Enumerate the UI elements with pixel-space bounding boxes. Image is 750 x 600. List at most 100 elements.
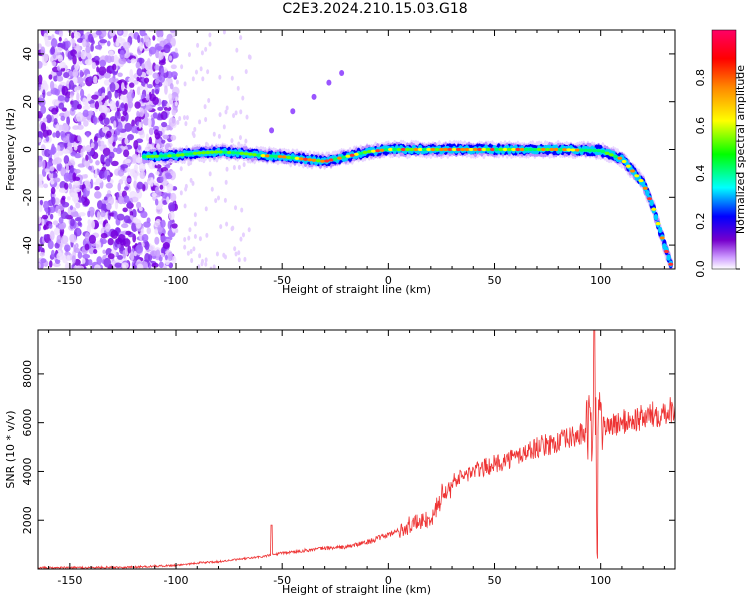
noise-blob [122, 238, 131, 247]
ridge-core [591, 148, 597, 153]
noise-blob [90, 142, 95, 149]
noise-blob [232, 113, 236, 119]
ridge-core [502, 147, 508, 152]
noise-blob [197, 264, 201, 269]
noise-blob [93, 181, 100, 186]
ridge-core [498, 147, 504, 152]
noise-blob [152, 35, 156, 41]
ridge-core [230, 151, 236, 155]
noise-blob [117, 255, 124, 260]
noise-blob [113, 120, 117, 129]
y-tick-label: 8000 [21, 360, 34, 388]
noise-blob [51, 61, 57, 67]
noise-blob [64, 244, 71, 252]
noise-blob [127, 245, 132, 254]
noise-blob [122, 207, 128, 213]
noise-blob [46, 129, 52, 136]
noise-blob [105, 182, 113, 189]
noise-blob [163, 106, 172, 112]
noise-blob [98, 170, 106, 179]
ridge-halo [645, 189, 650, 197]
noise-blob [134, 101, 141, 109]
noise-blob [103, 117, 110, 126]
noise-blob [208, 32, 212, 38]
noise-blob [110, 229, 119, 239]
noise-blob [52, 99, 59, 106]
x-axis-label: Height of straight line (km) [282, 283, 431, 296]
noise-blob [137, 34, 141, 44]
ridge-core [464, 147, 470, 152]
noise-blob [63, 155, 70, 165]
noise-blob [241, 95, 245, 101]
noise-blob [83, 160, 90, 167]
noise-blob [90, 219, 96, 230]
noise-blob [183, 237, 187, 243]
noise-blob [69, 233, 77, 243]
noise-blob [225, 105, 229, 111]
noise-blob [80, 50, 87, 60]
noise-blob [183, 81, 187, 87]
branch-blob [290, 108, 296, 115]
noise-blob [106, 130, 112, 138]
noise-blob [128, 77, 135, 82]
noise-blob [206, 69, 210, 75]
noise-blob [38, 262, 41, 269]
noise-blob [50, 249, 55, 258]
ridge-core [630, 169, 636, 173]
noise-blob [91, 39, 95, 45]
noise-blob [204, 206, 208, 212]
noise-blob [124, 122, 132, 132]
noise-blob [40, 82, 49, 92]
noise-blob [183, 244, 187, 250]
ridge-core [273, 154, 279, 158]
noise-blob [138, 206, 143, 212]
noise-blob [131, 208, 137, 219]
noise-blob [145, 104, 153, 111]
noise-blob [158, 51, 164, 60]
noise-blob [115, 100, 119, 108]
noise-blob [103, 196, 108, 201]
noise-blob [107, 238, 114, 246]
noise-blob [142, 117, 150, 126]
noise-blob [53, 74, 58, 82]
ridge-core [477, 147, 483, 152]
ridge-core [574, 148, 580, 152]
noise-blob [154, 64, 160, 71]
noise-blob [94, 101, 100, 110]
ridge-core [145, 154, 151, 159]
noise-blob [234, 251, 238, 257]
noise-blob [126, 167, 131, 173]
noise-blob [49, 230, 55, 241]
noise-blob [240, 207, 244, 213]
noise-blob [68, 80, 75, 90]
noise-blob [82, 258, 86, 264]
noise-blob [165, 174, 173, 180]
noise-blob [94, 185, 100, 191]
ridge-core [540, 147, 546, 152]
noise-blob [150, 250, 158, 257]
colorbar-tick-label: 0.8 [694, 69, 707, 87]
noise-blob [50, 186, 56, 195]
noise-blob [51, 107, 59, 115]
noise-blob [67, 196, 71, 201]
noise-blob [143, 221, 151, 228]
noise-blob [161, 121, 168, 128]
ridge-core [196, 151, 202, 155]
noise-blob [196, 42, 200, 48]
noise-blob [168, 251, 173, 260]
noise-blob [71, 39, 76, 48]
noise-blob [146, 227, 151, 235]
branch-blob [311, 93, 317, 100]
noise-blob [38, 243, 41, 252]
noise-blob [49, 213, 54, 220]
noise-blob [185, 115, 189, 121]
noise-blob [109, 30, 116, 37]
ridge-core [651, 207, 657, 211]
noise-blob [93, 75, 98, 84]
noise-blob [198, 119, 202, 125]
noise-blob [100, 210, 106, 218]
noise-blob [247, 227, 251, 233]
noise-blob [120, 115, 126, 122]
noise-blob [136, 201, 142, 209]
noise-blob [43, 234, 48, 239]
